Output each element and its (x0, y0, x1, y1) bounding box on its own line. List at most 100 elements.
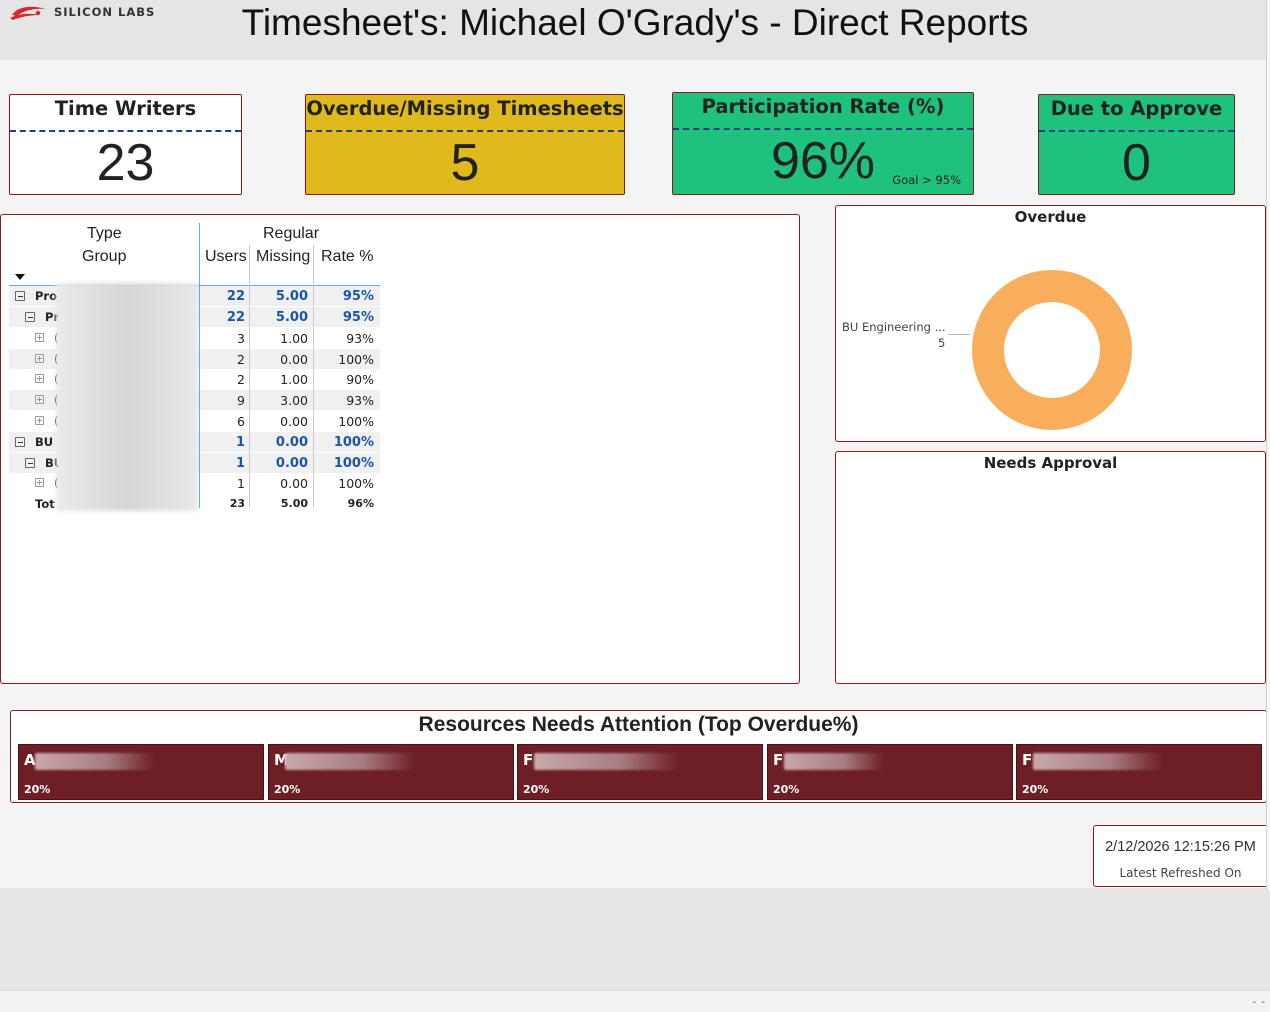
cell-rate: 93% (346, 331, 374, 346)
expand-icon[interactable] (35, 416, 44, 425)
kpi-due-to-approve[interactable]: Due to Approve 0 (1038, 94, 1235, 195)
cell-users: 9 (237, 393, 245, 408)
kpi-time-writers[interactable]: Time Writers 23 (9, 94, 242, 195)
kpi-divider (306, 130, 624, 132)
header-type: Type (87, 225, 122, 242)
cell-missing: 0.00 (280, 414, 308, 429)
overdue-title: Overdue (1014, 208, 1087, 226)
cell-rate: 95% (342, 310, 374, 325)
expand-icon[interactable] (35, 333, 44, 342)
cell-rate: 100% (333, 456, 374, 471)
redacted-name (1033, 753, 1163, 770)
footer-dots: - - (1252, 997, 1266, 1008)
column-divider (199, 223, 200, 508)
resource-card[interactable]: A 20% (18, 744, 264, 800)
redacted-name (784, 753, 884, 770)
resource-initial: A (24, 751, 36, 769)
collapse-icon[interactable] (15, 437, 25, 447)
needs-approval-panel: Needs Approval (835, 451, 1266, 684)
resource-percent: 20% (24, 783, 51, 796)
table-row[interactable]: ( 6 0.00 100% (9, 411, 380, 431)
cell-users: 3 (237, 331, 245, 346)
donut-segment-bu-engineering[interactable] (972, 270, 1132, 430)
cell-users: 1 (235, 456, 245, 471)
header-bar: SILICON LABS Timesheet's: Michael O'Grad… (0, 0, 1270, 60)
cell-users: 22 (226, 289, 245, 304)
refresh-timestamp: 2/12/2026 12:15:26 PM (1105, 839, 1256, 855)
scrollbar[interactable] (1266, 0, 1270, 890)
resource-card[interactable]: F 20% (517, 744, 763, 800)
resource-percent: 20% (773, 783, 800, 796)
cell-users: 1 (235, 435, 245, 450)
cell-missing: 0.00 (280, 476, 308, 491)
refresh-card: 2/12/2026 12:15:26 PM Latest Refreshed O… (1093, 825, 1268, 887)
redacted-name (285, 753, 415, 770)
kpi-divider (673, 128, 973, 130)
cell-users: 1 (237, 476, 245, 491)
footer-bar: - - (0, 990, 1270, 1012)
collapse-icon[interactable] (25, 312, 35, 322)
silicon-labs-logo-icon (10, 6, 46, 20)
resources-panel: Resources Needs Attention (Top Overdue%)… (10, 710, 1267, 803)
resource-initial: F (523, 751, 534, 769)
row-label: Pr (45, 310, 60, 324)
kpi-value: 96% (770, 132, 876, 190)
kpi-divider (1039, 130, 1234, 132)
page-title: Timesheet's: Michael O'Grady's - Direct … (241, 2, 1029, 43)
overdue-donut-chart[interactable] (970, 268, 1134, 432)
cell-rate: 100% (338, 352, 374, 367)
expand-icon[interactable] (35, 374, 44, 383)
cell-rate: 100% (338, 476, 374, 491)
header-rate[interactable]: Rate % (321, 248, 374, 265)
donut-segment-label: BU Engineering ... (842, 320, 946, 334)
resource-card[interactable]: F 20% (767, 744, 1013, 800)
cell-users: 2 (237, 352, 245, 367)
collapse-icon[interactable] (15, 291, 25, 301)
sort-descending-icon[interactable] (15, 274, 25, 280)
total-row: Tot 23 5.00 96% (9, 494, 380, 514)
row-label: Tot (35, 497, 55, 511)
cell-rate: 95% (342, 289, 374, 304)
row-label: BU (35, 435, 54, 449)
column-divider (313, 245, 314, 508)
expand-icon[interactable] (35, 478, 44, 487)
kpi-title: Participation Rate (%) (701, 95, 945, 118)
kpi-participation-rate[interactable]: Participation Rate (%) 96% Goal > 95% (672, 92, 974, 195)
cell-rate: 93% (346, 393, 374, 408)
cell-missing: 5.00 (275, 289, 308, 304)
kpi-title: Time Writers (54, 97, 197, 120)
resources-title: Resources Needs Attention (Top Overdue%) (418, 713, 859, 736)
donut-segment-value: 5 (938, 336, 946, 350)
collapse-icon[interactable] (25, 458, 35, 468)
kpi-value: 23 (96, 134, 155, 192)
cell-missing: 0.00 (280, 352, 308, 367)
header-missing[interactable]: Missing (256, 248, 311, 265)
kpi-value: 0 (1122, 134, 1151, 192)
cell-missing: 0.00 (275, 456, 308, 471)
kpi-overdue-missing[interactable]: Overdue/Missing Timesheets 5 (305, 94, 625, 195)
cell-rate: 100% (333, 435, 374, 450)
refresh-label: Latest Refreshed On (1119, 866, 1242, 880)
cell-missing: 5.00 (275, 310, 308, 325)
resource-card[interactable]: F 20% (1016, 744, 1262, 800)
column-divider (249, 245, 250, 508)
resource-initial: F (773, 751, 784, 769)
cell-missing: 1.00 (280, 331, 308, 346)
cell-users: 22 (226, 310, 245, 325)
silicon-labs-logo: SILICON LABS (8, 4, 155, 20)
expand-icon[interactable] (35, 395, 44, 404)
header-regular: Regular (263, 225, 320, 242)
header-users[interactable]: Users (205, 248, 247, 265)
donut-leader-line (948, 334, 970, 335)
cell-users: 2 (237, 372, 245, 387)
resource-percent: 20% (523, 783, 550, 796)
cell-rate: 96% (347, 497, 374, 510)
matrix-panel: Type Group Regular Users Missing Rate % … (0, 214, 800, 684)
resource-card[interactable]: M 20% (268, 744, 514, 800)
logo-text: SILICON LABS (54, 5, 156, 19)
redacted-names (56, 283, 198, 511)
expand-icon[interactable] (35, 354, 44, 363)
resource-initial: F (1022, 751, 1033, 769)
overdue-panel: Overdue BU Engineering ... 5 (835, 205, 1266, 442)
cell-users: 6 (237, 414, 245, 429)
